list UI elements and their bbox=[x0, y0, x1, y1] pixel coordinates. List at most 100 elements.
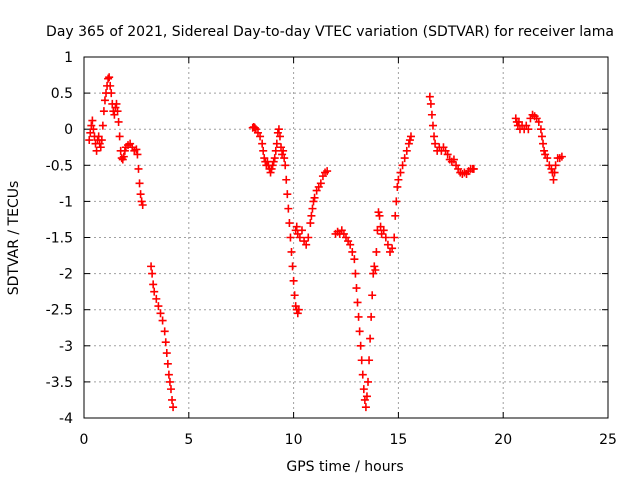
data-point bbox=[406, 132, 415, 141]
data-point bbox=[289, 276, 298, 285]
data-point bbox=[524, 125, 533, 134]
data-point bbox=[398, 161, 407, 170]
data-point bbox=[539, 139, 548, 148]
data-point bbox=[259, 146, 268, 155]
data-point bbox=[165, 377, 174, 386]
data-point bbox=[543, 154, 552, 163]
data-point bbox=[269, 157, 278, 166]
y-tick-label: 1 bbox=[64, 50, 73, 66]
data-point bbox=[358, 370, 367, 379]
data-point bbox=[534, 117, 543, 126]
series-segment-4 bbox=[331, 132, 415, 412]
data-point bbox=[356, 341, 365, 350]
data-point bbox=[137, 197, 146, 206]
y-tick-label: -3.5 bbox=[46, 375, 73, 391]
data-point bbox=[106, 81, 115, 90]
data-point bbox=[361, 403, 370, 412]
data-point bbox=[287, 247, 296, 256]
x-tick-label: 25 bbox=[599, 432, 617, 448]
data-point bbox=[98, 121, 107, 130]
data-point bbox=[274, 125, 283, 134]
data-point bbox=[97, 136, 106, 145]
x-tick-label: 20 bbox=[494, 432, 512, 448]
data-point bbox=[135, 179, 144, 188]
data-point bbox=[164, 370, 173, 379]
data-point bbox=[88, 116, 97, 125]
data-point bbox=[268, 161, 277, 170]
data-point bbox=[275, 132, 284, 141]
data-point bbox=[256, 132, 265, 141]
data-point bbox=[392, 197, 401, 206]
data-point bbox=[394, 175, 403, 184]
series-segment-2 bbox=[147, 262, 178, 412]
data-point bbox=[307, 211, 316, 220]
data-point bbox=[154, 302, 163, 311]
data-point bbox=[367, 312, 376, 321]
data-point bbox=[166, 385, 175, 394]
data-point bbox=[266, 168, 275, 177]
data-points bbox=[85, 73, 566, 412]
data-point bbox=[280, 154, 289, 163]
data-point bbox=[156, 309, 165, 318]
data-point bbox=[302, 240, 311, 249]
data-point bbox=[374, 208, 383, 217]
y-tick-label: -2 bbox=[59, 267, 73, 283]
y-tick-label: 0 bbox=[64, 122, 73, 138]
data-point bbox=[383, 240, 392, 249]
data-point bbox=[295, 233, 304, 242]
data-point bbox=[370, 262, 379, 271]
data-point bbox=[469, 164, 478, 173]
chart-title: Day 365 of 2021, Sidereal Day-to-day VTE… bbox=[46, 24, 614, 40]
data-point bbox=[96, 143, 105, 152]
data-point bbox=[149, 280, 158, 289]
axis-ticks bbox=[83, 56, 609, 419]
data-point bbox=[427, 110, 436, 119]
data-point bbox=[169, 403, 178, 412]
data-point bbox=[379, 226, 388, 235]
data-point bbox=[161, 338, 170, 347]
data-point bbox=[357, 356, 366, 365]
data-point bbox=[346, 240, 355, 249]
y-tick-label: -1.5 bbox=[46, 231, 73, 247]
data-point bbox=[388, 244, 397, 253]
data-point bbox=[115, 132, 124, 141]
data-point bbox=[375, 211, 384, 220]
data-point bbox=[290, 291, 299, 300]
data-point bbox=[549, 175, 558, 184]
data-point bbox=[557, 152, 566, 161]
data-point bbox=[113, 107, 122, 116]
data-point bbox=[309, 197, 318, 206]
data-point bbox=[359, 385, 368, 394]
data-point bbox=[371, 265, 380, 274]
series-segment-3 bbox=[248, 123, 332, 318]
data-point bbox=[138, 201, 147, 210]
data-point bbox=[134, 164, 143, 173]
data-point bbox=[136, 190, 145, 199]
data-point bbox=[372, 247, 381, 256]
data-point bbox=[148, 269, 157, 278]
data-point bbox=[292, 222, 301, 231]
data-point bbox=[362, 392, 371, 401]
data-point bbox=[316, 179, 325, 188]
data-point bbox=[100, 96, 109, 105]
data-point bbox=[162, 349, 171, 358]
data-point bbox=[304, 233, 313, 242]
data-point bbox=[286, 233, 295, 242]
data-point bbox=[89, 125, 98, 134]
data-point bbox=[272, 139, 281, 148]
data-point bbox=[310, 193, 319, 202]
data-point bbox=[351, 269, 360, 278]
data-point bbox=[431, 139, 440, 148]
data-point bbox=[284, 204, 293, 213]
data-point bbox=[293, 309, 302, 318]
data-point bbox=[550, 168, 559, 177]
series-segment-5 bbox=[425, 92, 478, 178]
x-tick-label: 5 bbox=[184, 432, 193, 448]
data-point bbox=[282, 175, 291, 184]
data-point bbox=[393, 182, 402, 191]
x-tick-label: 15 bbox=[389, 432, 407, 448]
data-point bbox=[279, 146, 288, 155]
data-point bbox=[281, 161, 290, 170]
data-point bbox=[297, 226, 306, 235]
data-point bbox=[404, 139, 413, 148]
